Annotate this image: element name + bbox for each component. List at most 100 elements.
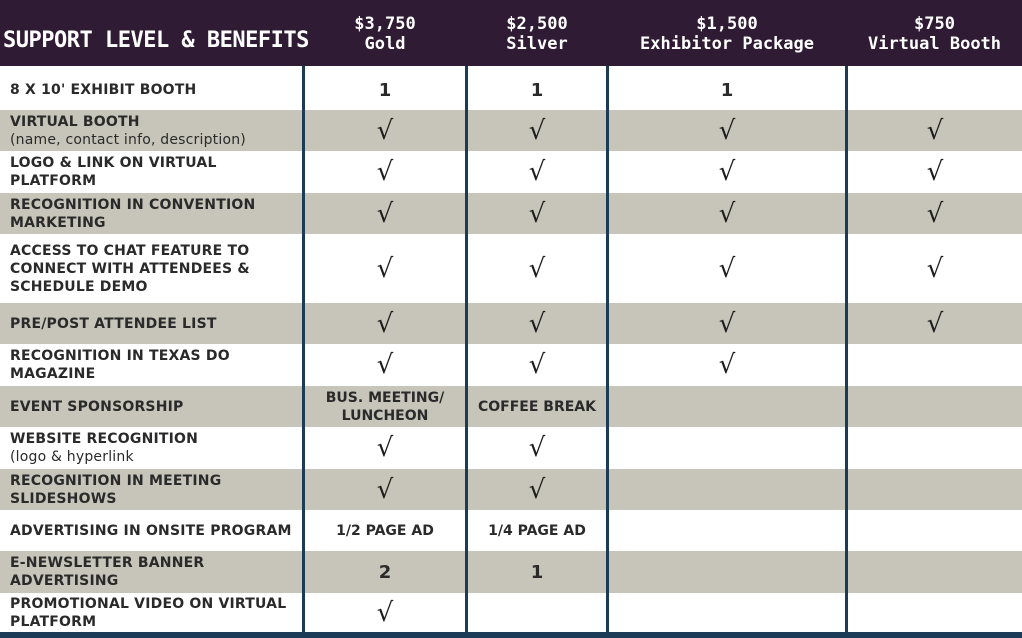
benefit-label: PRE/POST ATTENDEE LIST xyxy=(10,303,300,344)
cell-silver: √ xyxy=(468,110,606,151)
benefit-label: 8 X 10' EXHIBIT BOOTH xyxy=(10,70,300,110)
cell-gold: √ xyxy=(305,427,465,469)
cell-virtual xyxy=(848,344,1022,386)
cell-silver: √ xyxy=(468,469,606,510)
table-row: ADVERTISING IN ONSITE PROGRAM 1/2 PAGE AD… xyxy=(0,510,1022,551)
benefit-label: RECOGNITION IN CONVENTION MARKETING xyxy=(10,193,270,234)
table-row: RECOGNITION IN TEXAS DO MAGAZINE √ √ √ xyxy=(0,344,1022,386)
cell-gold: √ xyxy=(305,303,465,344)
table-row: LOGO & LINK ON VIRTUAL PLATFORM √ √ √ √ xyxy=(0,151,1022,193)
cell-virtual xyxy=(848,593,1022,632)
gold-name: Gold xyxy=(364,34,406,54)
cell-silver: √ xyxy=(468,427,606,469)
cell-exhibitor: 1 xyxy=(609,70,845,110)
cell-silver: 1 xyxy=(468,551,606,593)
cell-gold: √ xyxy=(305,469,465,510)
cell-gold: √ xyxy=(305,110,465,151)
cell-virtual: √ xyxy=(848,234,1022,303)
checkmark-icon: √ xyxy=(528,433,546,463)
quantity-value: 1 xyxy=(530,561,544,583)
table-row: 8 X 10' EXHIBIT BOOTH 1 1 1 xyxy=(0,70,1022,110)
cell-virtual xyxy=(848,427,1022,469)
header-virtual: $750 Virtual Booth xyxy=(847,14,1022,54)
column-divider xyxy=(465,66,468,632)
benefit-sublabel: (logo & hyperlink xyxy=(10,449,134,465)
benefit-sublabel: (name, contact info, description) xyxy=(10,131,246,148)
cell-virtual: √ xyxy=(848,303,1022,344)
cell-virtual xyxy=(848,386,1022,427)
benefit-label: ACCESS TO CHAT FEATURE TO CONNECT WITH A… xyxy=(10,234,270,303)
cell-virtual: √ xyxy=(848,151,1022,193)
benefit-label-text: ADVERTISING IN ONSITE PROGRAM xyxy=(10,522,292,539)
cell-exhibitor: √ xyxy=(609,193,845,234)
table-row: PROMOTIONAL VIDEO ON VIRTUAL PLATFORM √ xyxy=(0,593,1022,632)
checkmark-icon: √ xyxy=(528,350,546,380)
gold-price: $3,750 xyxy=(354,14,416,34)
benefit-label: LOGO & LINK ON VIRTUAL PLATFORM xyxy=(10,151,240,193)
checkmark-icon: √ xyxy=(376,115,394,146)
checkmark-icon: √ xyxy=(528,115,546,146)
cell-silver: √ xyxy=(468,234,606,303)
benefit-value: BUS. MEETING/ LUNCHEON xyxy=(325,389,445,424)
benefit-label: PROMOTIONAL VIDEO ON VIRTUAL PLATFORM xyxy=(10,593,300,632)
table-row: PRE/POST ATTENDEE LIST √ √ √ √ xyxy=(0,303,1022,344)
benefit-label-text: E-NEWSLETTER BANNER ADVERTISING xyxy=(10,555,205,589)
checkmark-icon: √ xyxy=(376,433,394,463)
cell-exhibitor xyxy=(609,551,845,593)
table-row: RECOGNITION IN CONVENTION MARKETING √ √ √ √ xyxy=(0,193,1022,234)
checkmark-icon: √ xyxy=(718,157,736,187)
benefit-label-text: PRE/POST ATTENDEE LIST xyxy=(10,315,217,332)
cell-exhibitor xyxy=(609,469,845,510)
benefit-label-text: RECOGNITION IN CONVENTION MARKETING xyxy=(10,196,256,231)
cell-silver: COFFEE BREAK xyxy=(468,386,606,427)
cell-silver: 1 xyxy=(468,70,606,110)
checkmark-icon: √ xyxy=(718,253,736,284)
benefit-label-text: RECOGNITION IN TEXAS DO MAGAZINE xyxy=(10,348,230,382)
cell-gold: √ xyxy=(305,151,465,193)
checkmark-icon: √ xyxy=(376,253,394,284)
column-divider xyxy=(845,66,848,632)
benefit-value: 1/2 PAGE AD xyxy=(336,522,434,539)
cell-exhibitor xyxy=(609,427,845,469)
cell-virtual xyxy=(848,510,1022,551)
table-row: WEBSITE RECOGNITION (logo & hyperlink √ √ xyxy=(0,427,1022,469)
benefit-label-text: ACCESS TO CHAT FEATURE TO CONNECT WITH A… xyxy=(10,242,250,295)
table-row: ACCESS TO CHAT FEATURE TO CONNECT WITH A… xyxy=(0,234,1022,303)
checkmark-icon: √ xyxy=(376,474,394,505)
benefit-label: WEBSITE RECOGNITION (logo & hyperlink xyxy=(10,427,300,469)
header-title: SUPPORT LEVEL & BENEFITS xyxy=(3,28,309,53)
checkmark-icon: √ xyxy=(528,474,546,505)
checkmark-icon: √ xyxy=(718,198,736,229)
cell-exhibitor: √ xyxy=(609,344,845,386)
virtual-name: Virtual Booth xyxy=(867,34,1002,54)
benefit-label-text: WEBSITE RECOGNITION xyxy=(10,431,199,447)
cell-exhibitor xyxy=(609,386,845,427)
cell-silver: 1/4 PAGE AD xyxy=(468,510,606,551)
benefit-label-text: LOGO & LINK ON VIRTUAL PLATFORM xyxy=(10,155,217,189)
cell-exhibitor xyxy=(609,510,845,551)
benefit-label-text: PROMOTIONAL VIDEO ON VIRTUAL PLATFORM xyxy=(10,595,287,630)
silver-price: $2,500 xyxy=(506,14,568,34)
benefit-label: VIRTUAL BOOTH (name, contact info, descri… xyxy=(10,110,300,151)
table-row: E-NEWSLETTER BANNER ADVERTISING 2 1 xyxy=(0,551,1022,593)
checkmark-icon: √ xyxy=(718,308,736,339)
benefit-label: EVENT SPONSORSHIP xyxy=(10,386,300,427)
quantity-value: 1 xyxy=(720,79,734,101)
cell-silver: √ xyxy=(468,344,606,386)
cell-gold: √ xyxy=(305,193,465,234)
cell-exhibitor: √ xyxy=(609,234,845,303)
cell-virtual xyxy=(848,551,1022,593)
cell-silver: √ xyxy=(468,303,606,344)
benefit-label-text: RECOGNITION IN MEETING SLIDESHOWS xyxy=(10,472,222,507)
checkmark-icon: √ xyxy=(926,115,944,146)
checkmark-icon: √ xyxy=(926,308,944,339)
cell-gold: 2 xyxy=(305,551,465,593)
checkmark-icon: √ xyxy=(528,308,546,339)
cell-exhibitor: √ xyxy=(609,110,845,151)
benefit-label: RECOGNITION IN TEXAS DO MAGAZINE xyxy=(10,344,240,386)
checkmark-icon: √ xyxy=(376,597,394,628)
table-row: VIRTUAL BOOTH (name, contact info, descri… xyxy=(0,110,1022,151)
cell-gold: BUS. MEETING/ LUNCHEON xyxy=(305,386,465,427)
checkmark-icon: √ xyxy=(528,157,546,187)
cell-gold: √ xyxy=(305,344,465,386)
